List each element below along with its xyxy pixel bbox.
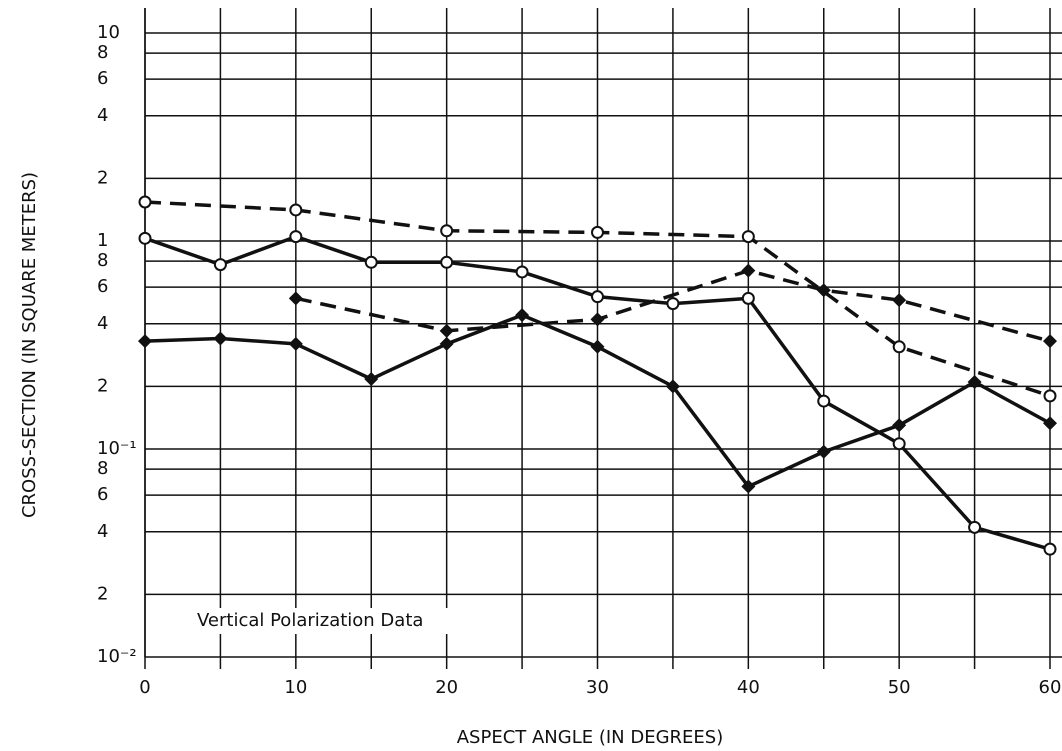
point <box>741 479 756 494</box>
x-tick-label: 60 <box>1039 677 1062 698</box>
x-tick-label: 40 <box>737 677 760 698</box>
point <box>1043 416 1057 431</box>
point <box>515 265 529 279</box>
point <box>816 283 831 298</box>
point <box>289 203 303 217</box>
y-tick-label: 4 <box>97 521 108 542</box>
point <box>439 323 454 338</box>
point <box>741 230 755 244</box>
annotation: Vertical Polarization Data <box>197 610 423 631</box>
point <box>591 290 604 304</box>
point <box>591 225 604 239</box>
y-tick-label: 6 <box>97 276 108 297</box>
point <box>741 291 755 305</box>
point <box>816 444 831 459</box>
x-axis-label: ASPECT ANGLE (IN DEGREES) <box>457 727 724 748</box>
y-tick-label: 10⁻¹ <box>97 438 137 459</box>
point <box>288 291 303 306</box>
point <box>364 255 378 269</box>
y-tick-label: 4 <box>97 105 108 126</box>
x-tick-label: 50 <box>888 677 911 698</box>
point <box>1043 334 1057 349</box>
point <box>213 258 227 272</box>
point <box>968 520 982 534</box>
point <box>892 437 906 451</box>
point <box>1043 389 1057 403</box>
y-tick-label: 4 <box>97 313 108 334</box>
point <box>590 339 605 354</box>
point <box>665 379 680 394</box>
x-tick-label: 0 <box>139 677 150 698</box>
point <box>440 255 454 269</box>
y-tick-label: 8 <box>97 250 108 271</box>
y-tick-label: 2 <box>97 167 108 188</box>
point <box>138 334 152 349</box>
point <box>741 263 756 278</box>
point <box>892 340 906 354</box>
x-tick-label: 20 <box>435 677 458 698</box>
point <box>1043 542 1057 556</box>
x-tick-label: 10 <box>284 677 307 698</box>
y-tick-label: 2 <box>97 583 108 604</box>
annotation-bg <box>185 608 460 634</box>
point <box>439 336 454 351</box>
point <box>817 394 831 408</box>
point <box>590 312 605 327</box>
point <box>138 195 152 209</box>
x-tick-label: 30 <box>586 677 609 698</box>
point <box>288 336 303 351</box>
y-tick-label: 2 <box>97 375 108 396</box>
y-tick-label: 6 <box>97 68 108 89</box>
y-tick-label: 10⁻² <box>97 646 137 667</box>
point <box>892 418 907 433</box>
point <box>289 230 303 244</box>
point <box>666 297 680 311</box>
point <box>440 224 454 238</box>
y-axis-label: CROSS-SECTION (IN SQUARE METERS) <box>19 172 40 518</box>
point <box>364 372 379 387</box>
y-tick-label: 8 <box>97 42 108 63</box>
point <box>138 231 152 245</box>
y-tick-label: 1 <box>97 230 108 251</box>
point <box>213 331 228 346</box>
point <box>892 293 907 308</box>
y-tick-label: 6 <box>97 484 108 505</box>
point <box>967 374 982 389</box>
point <box>515 308 530 323</box>
y-tick-label: 10 <box>97 22 120 43</box>
y-tick-label: 8 <box>97 458 108 479</box>
